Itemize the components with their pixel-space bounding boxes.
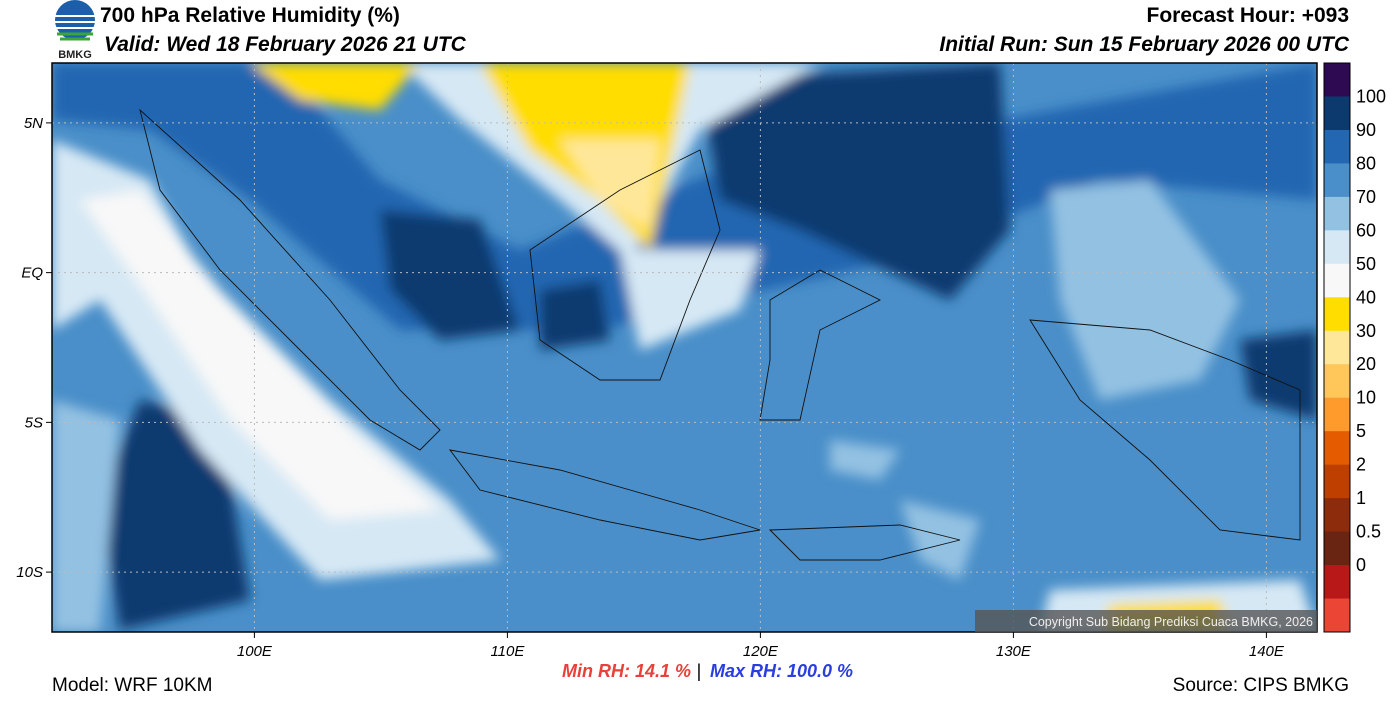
colorbar-swatch: [1324, 263, 1350, 298]
colorbar-swatch: [1324, 397, 1350, 432]
colorbar-label: 0: [1356, 555, 1366, 575]
colorbar-swatch: [1324, 196, 1350, 231]
colorbar-label: 70: [1356, 187, 1376, 207]
valid-time: Valid: Wed 18 February 2026 21 UTC: [104, 33, 467, 56]
colorbar-frame: [1323, 62, 1351, 633]
model: Model: WRF 10KM: [52, 675, 212, 696]
lon-label: 140E: [1249, 643, 1285, 660]
colorbar-label: 30: [1356, 321, 1376, 341]
humidity-field: [52, 63, 1317, 632]
forecast-hour: Forecast Hour: +093: [1147, 4, 1350, 27]
source: Source: CIPS BMKG: [1173, 675, 1349, 696]
logo: BMKG: [55, 0, 95, 61]
map-frame: [51, 62, 1318, 633]
colorbar-swatch: [1324, 63, 1350, 97]
logo-text: BMKG: [58, 49, 92, 61]
colorbar-label: 90: [1356, 120, 1376, 140]
lon-label: 120E: [743, 643, 779, 660]
colorbar-label: 100: [1356, 86, 1386, 106]
colorbar-swatch: [1324, 297, 1350, 332]
initial-run: Initial Run: Sun 15 February 2026 00 UTC: [939, 33, 1349, 56]
graticule: 5N EQ 5S 10S 100E 110E 120E 130E 140E: [16, 63, 1317, 660]
colorbar-label: 5: [1356, 421, 1366, 441]
colorbar-swatch: [1324, 565, 1350, 600]
colorbar-label: 50: [1356, 254, 1376, 274]
colorbar-swatch: [1324, 129, 1350, 164]
colorbar-swatch: [1324, 330, 1350, 365]
colorbar-swatch: [1324, 464, 1350, 499]
min-rh: Min RH: 14.1 %: [562, 661, 691, 681]
lat-label: EQ: [21, 265, 43, 282]
colorbar-swatch: [1324, 531, 1350, 566]
lat-label: 5N: [24, 115, 43, 132]
colorbar-swatch: [1324, 431, 1350, 466]
colorbar-swatch: [1324, 163, 1350, 198]
colorbar-label: 20: [1356, 354, 1376, 374]
colorbar-label: 10: [1356, 388, 1376, 408]
colorbar-label: 80: [1356, 153, 1376, 173]
colorbar-label: 1: [1356, 488, 1366, 508]
lat-label: 10S: [16, 564, 43, 581]
lon-label: 110E: [490, 643, 525, 660]
colorbar-label: 40: [1356, 287, 1376, 307]
lon-label: 130E: [996, 643, 1032, 660]
lon-label: 100E: [237, 643, 273, 660]
title: 700 hPa Relative Humidity (%): [100, 4, 400, 27]
colorbar-swatch: [1324, 230, 1350, 265]
max-rh: Max RH: 100.0 %: [710, 661, 853, 681]
copyright-box: [975, 610, 1317, 632]
copyright: Copyright Sub Bidang Prediksi Cuaca BMKG…: [1029, 615, 1313, 629]
separator: |: [697, 661, 702, 681]
colorbar-label: 60: [1356, 220, 1376, 240]
colorbar-label: 2: [1356, 455, 1366, 475]
colorbar-swatch: [1324, 96, 1350, 131]
colorbar-swatch: [1324, 498, 1350, 533]
colorbar-label: 0.5: [1356, 522, 1381, 542]
colorbar: 100 90 80 70 60 50 40 30 20 10 5 2 1 0.5 0: [1323, 62, 1386, 633]
colorbar-swatch: [1324, 598, 1350, 633]
colorbar-swatch: [1324, 364, 1350, 399]
lat-label: 5S: [25, 414, 43, 431]
